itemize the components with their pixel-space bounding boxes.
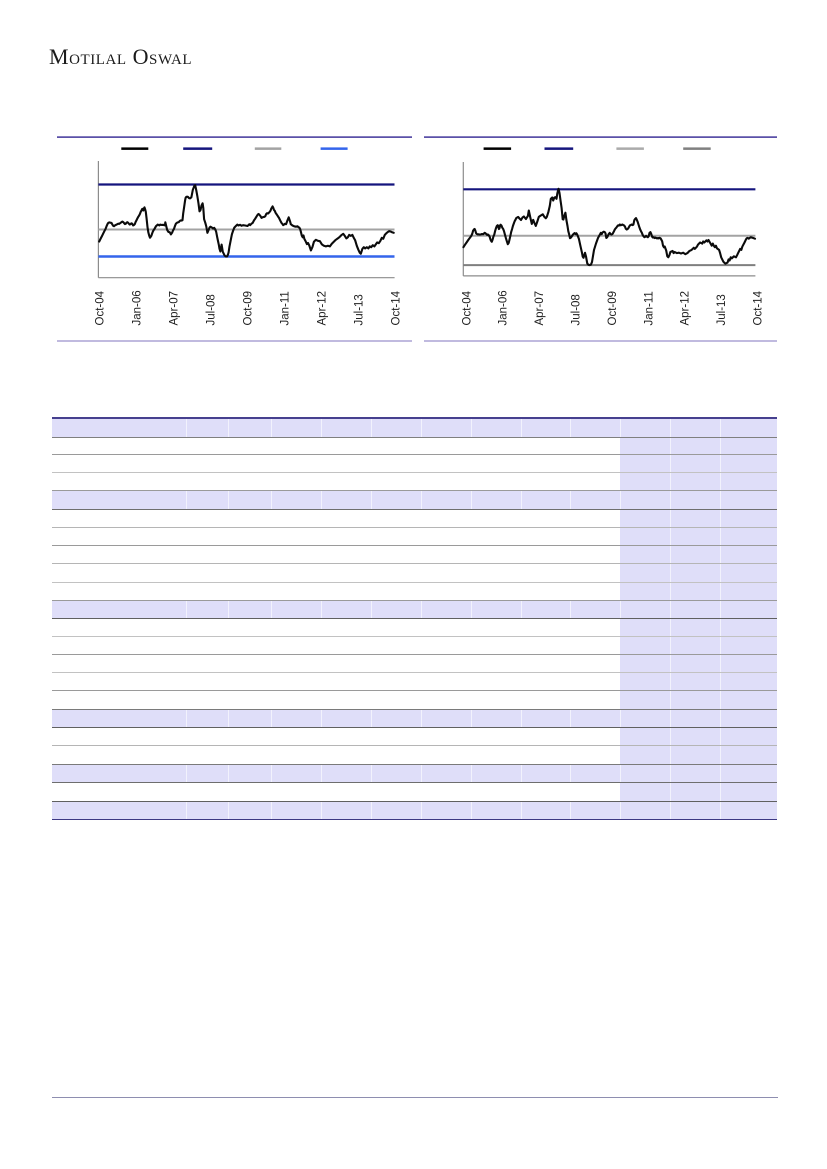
svg-text:Jan-11: Jan-11: [279, 291, 291, 325]
svg-text:Jul-13: Jul-13: [716, 294, 728, 325]
svg-text:Oct-04: Oct-04: [95, 290, 107, 325]
svg-text:Apr-07: Apr-07: [169, 291, 181, 326]
svg-text:Oct-14: Oct-14: [390, 290, 402, 325]
svg-text:Oct-04: Oct-04: [461, 290, 473, 325]
svg-text:Apr-12: Apr-12: [316, 291, 328, 326]
svg-text:Jan-06: Jan-06: [498, 290, 510, 325]
svg-text:Oct-09: Oct-09: [607, 291, 619, 326]
svg-text:Oct-14: Oct-14: [753, 290, 765, 325]
svg-text:Apr-07: Apr-07: [534, 291, 546, 326]
svg-text:Jan-06: Jan-06: [132, 290, 144, 325]
svg-text:Jul-08: Jul-08: [571, 294, 583, 325]
svg-text:Oct-09: Oct-09: [242, 291, 254, 326]
svg-text:Apr-12: Apr-12: [680, 291, 692, 326]
svg-text:Jul-08: Jul-08: [206, 294, 218, 325]
svg-text:Jul-13: Jul-13: [353, 294, 365, 325]
svg-text:Jan-11: Jan-11: [643, 291, 655, 325]
